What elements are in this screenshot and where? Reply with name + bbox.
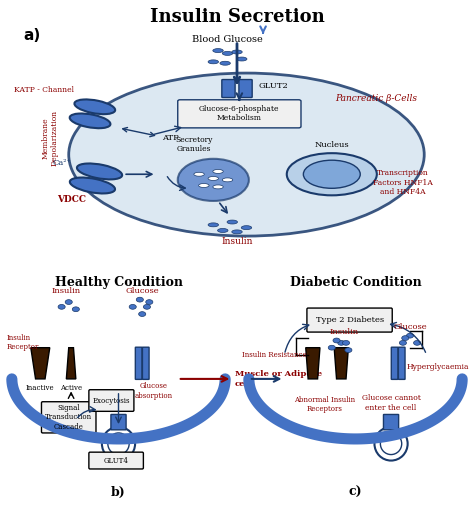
FancyBboxPatch shape	[222, 80, 235, 98]
Ellipse shape	[129, 305, 137, 309]
Ellipse shape	[337, 340, 345, 345]
Ellipse shape	[303, 160, 360, 189]
Text: b): b)	[111, 486, 126, 499]
Ellipse shape	[77, 164, 122, 179]
Text: a): a)	[24, 28, 41, 43]
Ellipse shape	[199, 183, 209, 188]
Polygon shape	[66, 347, 76, 379]
FancyBboxPatch shape	[89, 390, 134, 411]
Circle shape	[108, 433, 129, 455]
Ellipse shape	[58, 305, 65, 309]
Ellipse shape	[227, 220, 237, 224]
Circle shape	[178, 159, 249, 201]
Text: Abnormal Insulin
Receptors: Abnormal Insulin Receptors	[294, 396, 355, 413]
Text: Insulin
Receptor: Insulin Receptor	[7, 334, 39, 352]
Ellipse shape	[146, 299, 153, 305]
Text: Ca²⁺: Ca²⁺	[52, 159, 71, 167]
Text: Glucose cannot
enter the cell: Glucose cannot enter the cell	[362, 394, 420, 411]
Polygon shape	[31, 347, 50, 379]
Ellipse shape	[222, 52, 233, 55]
Ellipse shape	[194, 172, 204, 176]
Text: Nucleus: Nucleus	[314, 141, 349, 149]
Text: GLUT2: GLUT2	[258, 82, 288, 90]
FancyBboxPatch shape	[111, 414, 126, 430]
Text: Diabetic Condition: Diabetic Condition	[290, 275, 421, 289]
Text: Muscle or Adipose
cell: Muscle or Adipose cell	[235, 370, 322, 387]
Ellipse shape	[232, 230, 242, 234]
Text: Glucose: Glucose	[126, 287, 159, 295]
Ellipse shape	[222, 178, 233, 182]
Ellipse shape	[345, 347, 352, 353]
Ellipse shape	[213, 170, 223, 173]
Ellipse shape	[72, 307, 80, 312]
Ellipse shape	[220, 61, 230, 65]
FancyBboxPatch shape	[307, 308, 392, 332]
Text: Membrane
Depolarization: Membrane Depolarization	[41, 110, 58, 166]
Ellipse shape	[70, 177, 115, 194]
Text: Secretory
Granules: Secretory Granules	[176, 136, 213, 153]
Ellipse shape	[406, 333, 413, 338]
Text: c): c)	[349, 486, 362, 499]
Ellipse shape	[333, 338, 340, 343]
Ellipse shape	[401, 336, 409, 340]
Text: Healthy Condition: Healthy Condition	[55, 275, 182, 289]
Ellipse shape	[74, 100, 115, 114]
Circle shape	[102, 427, 135, 460]
Text: Inactive: Inactive	[26, 384, 55, 392]
Ellipse shape	[213, 49, 223, 53]
FancyBboxPatch shape	[392, 347, 398, 379]
Ellipse shape	[138, 312, 146, 316]
Ellipse shape	[69, 73, 424, 236]
Ellipse shape	[143, 305, 151, 309]
Text: Glucose-6-phosphate
Metabolism: Glucose-6-phosphate Metabolism	[199, 105, 280, 123]
Polygon shape	[334, 347, 348, 379]
Text: Insulin: Insulin	[221, 238, 253, 246]
Circle shape	[374, 427, 408, 460]
Text: Glucose: Glucose	[393, 323, 427, 331]
Polygon shape	[306, 347, 320, 379]
Ellipse shape	[241, 226, 252, 229]
Ellipse shape	[399, 340, 407, 345]
Text: Glucose
absorption: Glucose absorption	[135, 382, 173, 400]
FancyBboxPatch shape	[383, 414, 399, 430]
FancyBboxPatch shape	[178, 100, 301, 128]
Text: Insulin: Insulin	[52, 287, 81, 295]
Ellipse shape	[342, 340, 349, 345]
Text: KATP - Channel: KATP - Channel	[14, 86, 74, 94]
FancyBboxPatch shape	[398, 347, 405, 379]
Ellipse shape	[213, 185, 223, 189]
Text: Insulin Resistance: Insulin Resistance	[242, 351, 306, 359]
Text: Blood Glucose: Blood Glucose	[192, 35, 263, 44]
FancyBboxPatch shape	[239, 80, 252, 98]
Text: Insulin: Insulin	[329, 328, 358, 336]
Ellipse shape	[413, 340, 421, 345]
Text: VDCC: VDCC	[56, 195, 86, 204]
FancyBboxPatch shape	[136, 347, 142, 379]
Text: Exocytosis: Exocytosis	[92, 397, 130, 405]
Text: Signal
Transduction
Cascade: Signal Transduction Cascade	[45, 404, 92, 431]
Text: Active: Active	[60, 384, 82, 392]
Text: GLUT4: GLUT4	[104, 456, 128, 464]
FancyBboxPatch shape	[143, 347, 149, 379]
Ellipse shape	[218, 228, 228, 233]
Ellipse shape	[328, 345, 336, 350]
FancyBboxPatch shape	[89, 452, 144, 469]
Text: Insulin Secretion: Insulin Secretion	[150, 8, 324, 27]
Ellipse shape	[237, 57, 247, 61]
Circle shape	[380, 433, 402, 455]
FancyBboxPatch shape	[42, 402, 96, 433]
Text: Type 2 Diabetes: Type 2 Diabetes	[316, 316, 383, 324]
Text: Pancreatic β-Cells: Pancreatic β-Cells	[335, 94, 417, 103]
Text: Hyperglycaemia: Hyperglycaemia	[407, 363, 469, 371]
Ellipse shape	[208, 176, 219, 180]
Ellipse shape	[232, 50, 242, 54]
Ellipse shape	[137, 297, 143, 302]
Ellipse shape	[65, 299, 72, 305]
Ellipse shape	[70, 113, 110, 128]
Ellipse shape	[208, 223, 219, 227]
Ellipse shape	[208, 60, 219, 64]
Ellipse shape	[287, 153, 377, 195]
Text: ATP: ATP	[162, 134, 179, 142]
Text: Transcription
Factors HNF1A
and HNF4A: Transcription Factors HNF1A and HNF4A	[373, 170, 433, 196]
